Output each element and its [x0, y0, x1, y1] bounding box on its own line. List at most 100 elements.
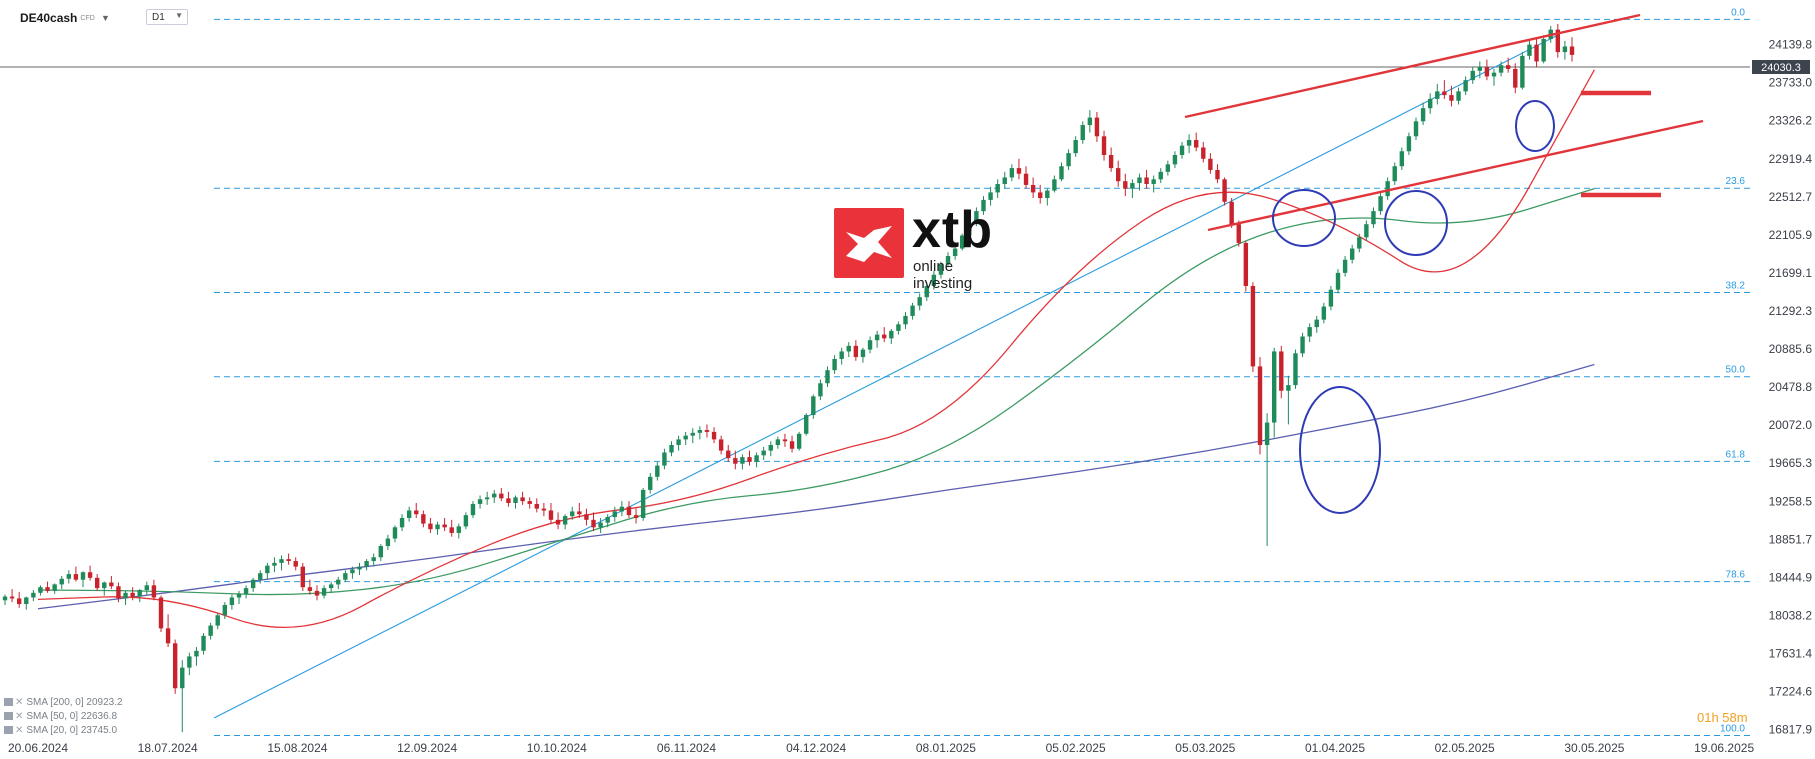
- candle-body: [903, 315, 908, 325]
- candle-body: [180, 667, 185, 689]
- chevron-down-icon[interactable]: ▼: [101, 13, 110, 23]
- close-icon[interactable]: ✕: [15, 711, 24, 722]
- candle-body: [825, 370, 830, 384]
- candle-body: [1534, 44, 1539, 62]
- candle-body: [1215, 169, 1220, 180]
- candle-body: [477, 499, 483, 504]
- candle-body: [796, 433, 802, 449]
- candle-body: [988, 192, 993, 200]
- candle-body: [952, 248, 958, 257]
- candle-body: [520, 497, 525, 502]
- trend-line-blue[interactable]: [213, 35, 1557, 719]
- y-tick-label: 21292.3: [1769, 304, 1813, 318]
- legend-label: SMA [20, 0] 23745.0: [26, 725, 118, 736]
- candle-body: [2, 596, 8, 601]
- y-tick-label: 18038.2: [1769, 608, 1813, 622]
- candle-body: [655, 465, 660, 477]
- highlight-circles[interactable]: [1272, 100, 1555, 514]
- candle-body: [336, 579, 341, 585]
- candle-body: [1151, 179, 1156, 184]
- indicator-settings-icon[interactable]: [4, 698, 13, 707]
- candle-body: [1442, 91, 1447, 96]
- y-tick-label: 19665.3: [1769, 456, 1813, 470]
- candle-body: [747, 457, 752, 462]
- timeframe-select[interactable]: D1 ▼: [146, 9, 188, 25]
- candle-body: [591, 519, 596, 528]
- legend-sma-50[interactable]: ✕ SMA [50, 0] 22636.8: [4, 711, 117, 722]
- candle-body: [1342, 259, 1348, 273]
- candle-body: [633, 515, 639, 518]
- candle-body: [456, 526, 461, 533]
- svg-text:01h 58m: 01h 58m: [1697, 710, 1748, 725]
- candle-body: [1257, 366, 1263, 445]
- candlesticks: [2, 24, 1575, 733]
- candle-body: [605, 517, 610, 523]
- candle-body: [1243, 242, 1249, 286]
- indicator-settings-icon[interactable]: [4, 726, 13, 735]
- y-tick-label: 20478.8: [1769, 380, 1813, 394]
- symbol-type-badge: CFD: [80, 15, 95, 23]
- candle-body: [690, 432, 695, 436]
- y-tick-label: 22105.9: [1769, 228, 1813, 242]
- candle-body: [328, 584, 334, 589]
- candle-body: [1222, 179, 1227, 202]
- candle-body: [882, 334, 887, 339]
- candle-body: [1541, 39, 1546, 62]
- y-tick-label: 22919.4: [1769, 152, 1813, 166]
- candle-body: [853, 345, 859, 358]
- candle-body: [534, 503, 539, 509]
- candle-body: [307, 587, 313, 591]
- indicator-settings-icon[interactable]: [4, 712, 13, 721]
- candle-body: [151, 585, 157, 598]
- candle-body: [201, 635, 206, 651]
- candle-body: [1130, 183, 1135, 189]
- candle-body: [995, 184, 1000, 193]
- candle-body: [45, 587, 50, 591]
- sma-line: [37, 69, 1595, 628]
- candle-body: [1016, 168, 1022, 174]
- logo-tagline: online investing: [913, 258, 973, 292]
- y-tick-label: 18851.7: [1769, 532, 1813, 546]
- candle-body: [1349, 248, 1355, 260]
- close-icon[interactable]: ✕: [15, 697, 24, 708]
- candle-body: [1449, 95, 1454, 101]
- candle-body: [1364, 224, 1369, 238]
- candle-body: [1562, 46, 1568, 53]
- candle-body: [80, 572, 86, 580]
- candle-body: [648, 476, 653, 490]
- candle-body: [1101, 136, 1107, 155]
- y-tick-label: 22512.7: [1769, 190, 1813, 204]
- legend-sma-20[interactable]: ✕ SMA [20, 0] 23745.0: [4, 725, 117, 736]
- candle-body: [350, 569, 355, 574]
- candle-body: [555, 519, 561, 525]
- candle-body: [499, 493, 504, 499]
- candle-body: [726, 450, 731, 459]
- candle-body: [449, 527, 454, 533]
- candle-body: [463, 515, 469, 527]
- time-axis[interactable]: 20.06.2024 18.07.2024 15.08.2024 12.09.2024…: [8, 741, 1754, 755]
- candle-body: [399, 517, 405, 528]
- candle-body: [123, 592, 128, 599]
- candle-body: [229, 597, 235, 605]
- candle-body: [711, 431, 717, 440]
- y-tick-label: 17224.6: [1769, 685, 1813, 699]
- legend-sma-200[interactable]: ✕ SMA [200, 0] 20923.2: [4, 697, 123, 708]
- candle-body: [1378, 196, 1383, 212]
- candle-body: [1505, 65, 1511, 69]
- close-icon[interactable]: ✕: [15, 725, 24, 736]
- candle-body: [371, 557, 376, 561]
- channel-drawing[interactable]: [1184, 13, 1704, 232]
- candle-body: [38, 587, 43, 593]
- candle-body: [846, 345, 851, 352]
- candle-body: [704, 430, 710, 432]
- price-axis[interactable]: 24139.8 23733.0 23326.2 22919.4 22512.7 22105…: [1769, 38, 1813, 737]
- candle-body: [1335, 272, 1341, 290]
- candle-body: [52, 584, 57, 591]
- candle-body: [222, 604, 228, 616]
- symbol-selector[interactable]: DE40cash CFD: [20, 11, 95, 25]
- candle-body: [945, 256, 951, 265]
- candle-body: [24, 597, 29, 605]
- candle-body: [31, 592, 36, 598]
- y-tick-label: 20885.6: [1769, 342, 1813, 356]
